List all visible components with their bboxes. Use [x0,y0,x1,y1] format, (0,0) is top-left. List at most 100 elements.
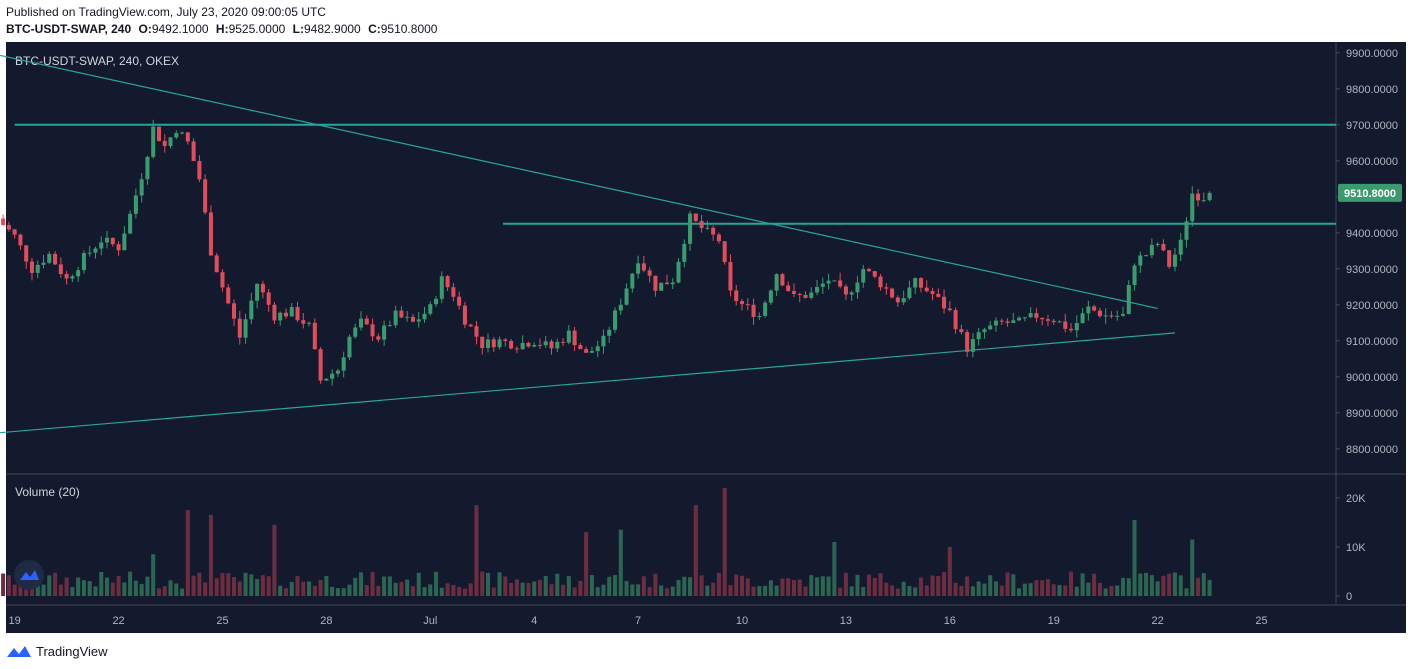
candle-body [457,296,462,306]
candle-body [965,332,970,352]
volume-bar [1057,584,1062,596]
candle-body [6,225,11,230]
time-tick-label: 25 [216,615,228,627]
candle-body [809,292,814,298]
volume-bar [630,584,635,596]
candle-body [849,292,854,295]
candle-body [104,237,110,243]
candle-body [12,229,17,235]
volume-bar [589,575,594,596]
volume-bar [815,577,820,596]
volume-bar [295,575,300,596]
volume-bar [387,576,392,596]
open-label: O: [138,22,152,36]
volume-bar [249,574,254,596]
volume-bar [791,580,796,596]
candle-body [139,179,144,196]
candle-body [618,304,623,311]
volume-bar [647,587,652,596]
candle-body [509,340,514,349]
volume-bar [561,584,566,596]
candle-body [393,310,398,326]
candle-body [35,264,40,273]
volume-bar [1120,577,1126,596]
volume-bar [693,505,698,596]
candle-body [110,237,115,245]
candle-body [272,304,277,321]
candle-body [53,253,58,265]
candle-body [780,274,785,286]
price-tick-label: 9100.0000 [1346,336,1398,348]
candle-body [636,263,641,274]
volume-bar [566,576,571,596]
volume-bar [468,583,473,596]
candle-body [878,276,883,288]
candle-body [861,269,866,283]
price-tick-label: 9400.0000 [1346,228,1398,240]
candle-body [543,341,548,346]
candle-body [999,320,1004,322]
volume-bar [751,586,756,596]
candle-body [855,282,860,293]
volume-bar [174,583,179,596]
volume-bar [35,583,40,596]
volume-bar [99,571,104,596]
volume-bar [1207,579,1212,596]
candle-body [410,316,415,322]
volume-bar [855,574,860,596]
candle-body [1149,244,1154,256]
candle-body [434,298,439,305]
candle-body [18,234,23,246]
volume-bar [128,571,133,596]
candle-body [734,290,739,302]
candle-body [497,339,502,348]
volume-bar [29,585,34,596]
candle-body [376,336,381,340]
volume-bar [826,576,831,596]
volume-bar [1045,579,1050,596]
volume-bar [1172,572,1177,596]
candle-body [705,227,710,229]
volume-bar [1178,575,1183,596]
volume-bar [283,588,288,596]
volume-bar [243,572,248,596]
candle-body [890,288,895,298]
candle-body [324,378,329,381]
volume-bar [58,584,63,596]
candle-body [145,156,150,180]
volume-bar [803,586,808,596]
volume-bar [53,572,58,596]
candle-body [924,287,929,292]
candle-body [174,133,179,138]
candle-body [641,263,646,271]
volume-bar [953,582,958,596]
volume-bar [843,572,848,596]
volume-bar [410,586,415,596]
volume-bar [786,578,791,596]
volume-bar [226,573,231,596]
time-tick-label: 25 [1255,615,1267,627]
volume-bar [503,576,508,596]
candle-body [768,290,773,303]
volume-bar [1017,588,1022,596]
volume-bar [1097,582,1102,596]
candle-body [843,286,848,295]
volume-bar [255,579,260,596]
candle-body [676,261,681,283]
candle-body [1196,193,1201,201]
volume-bar [347,584,352,596]
candle-body [70,276,75,279]
candle-body [1034,313,1039,318]
candle-body [682,243,687,262]
candle-body [416,319,421,322]
candle-body [462,305,467,325]
volume-bar [1022,583,1027,596]
volume-bar [739,575,745,596]
candle-body [133,195,138,214]
candle-body [739,301,745,305]
candle-body [47,253,52,263]
volume-bar [612,575,618,596]
candle-body [197,161,202,180]
candle-body [1172,254,1177,267]
